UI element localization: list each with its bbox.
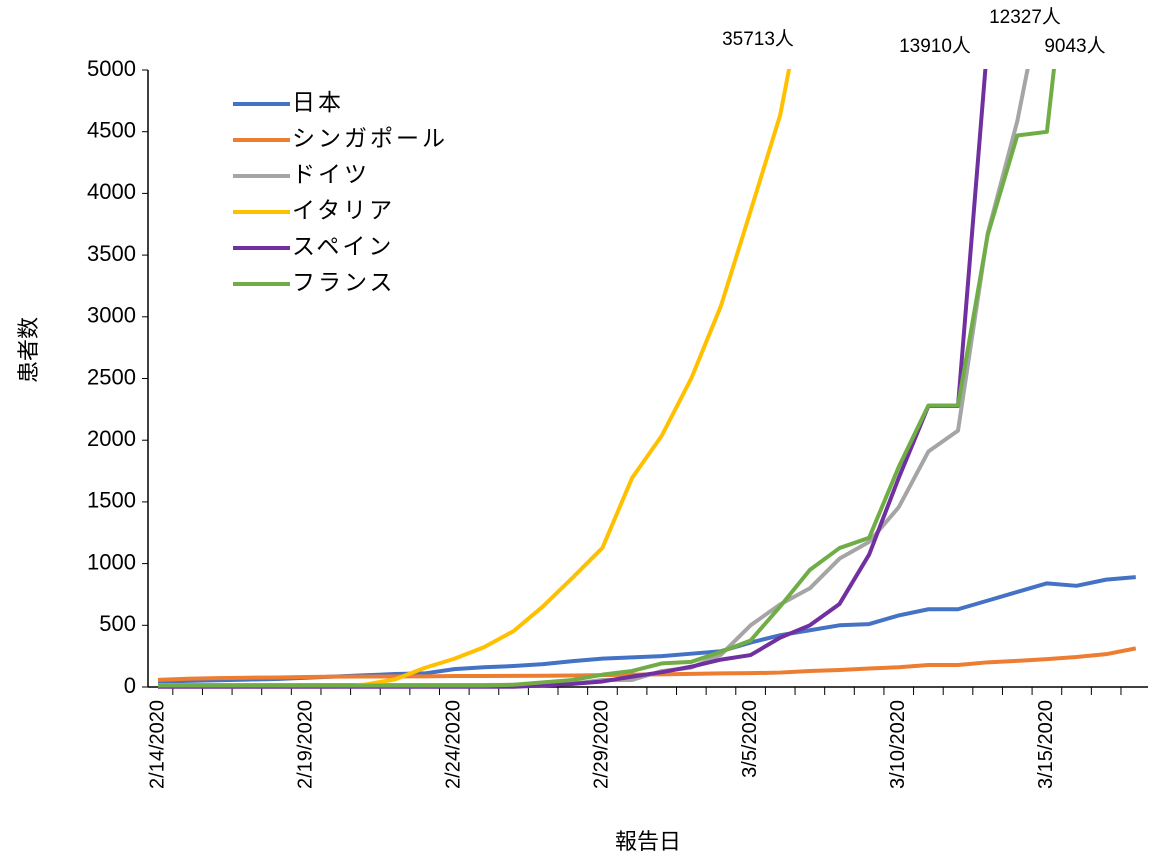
- x-tick-label: 3/15/2020: [1035, 700, 1057, 789]
- x-tick-label: 2/29/2020: [591, 700, 613, 789]
- value-label: 13910人: [899, 35, 971, 57]
- value-label: 35713人: [722, 28, 794, 50]
- legend-label: シンガポール: [292, 125, 448, 151]
- y-axis-title: 患者数: [16, 317, 41, 383]
- series-line: [158, 69, 1056, 688]
- x-tick-label: 2/14/2020: [146, 700, 168, 789]
- x-tick-label: 3/5/2020: [739, 700, 761, 778]
- x-tick-label: 2/24/2020: [443, 700, 465, 789]
- legend-label: 日本: [292, 89, 344, 115]
- x-tick-label: 3/10/2020: [887, 700, 909, 789]
- y-tick-label: 0: [124, 673, 136, 698]
- legend-label: スペイン: [292, 233, 394, 259]
- value-label: 12327人: [989, 6, 1061, 28]
- y-tick-label: 2000: [87, 426, 136, 451]
- y-tick-label: 3000: [87, 303, 136, 328]
- plot-lines: [157, 69, 1137, 689]
- y-tick-label: 4500: [87, 118, 136, 143]
- y-tick-label: 1000: [87, 549, 136, 574]
- x-tick-label: 2/19/2020: [294, 700, 316, 789]
- y-tick-label: 4000: [87, 179, 136, 204]
- y-tick-label: 5000: [87, 56, 136, 81]
- y-tick-label: 1500: [87, 488, 136, 513]
- y-tick-label: 3500: [87, 241, 136, 266]
- legend-label: イタリア: [292, 197, 395, 223]
- y-tick-label: 2500: [87, 364, 136, 389]
- y-tick-label: 500: [99, 611, 136, 636]
- x-axis-title: 報告日: [615, 829, 681, 854]
- legend-label: フランス: [292, 269, 396, 295]
- value-label: 9043人: [1044, 35, 1105, 57]
- legend-label: ドイツ: [292, 161, 370, 187]
